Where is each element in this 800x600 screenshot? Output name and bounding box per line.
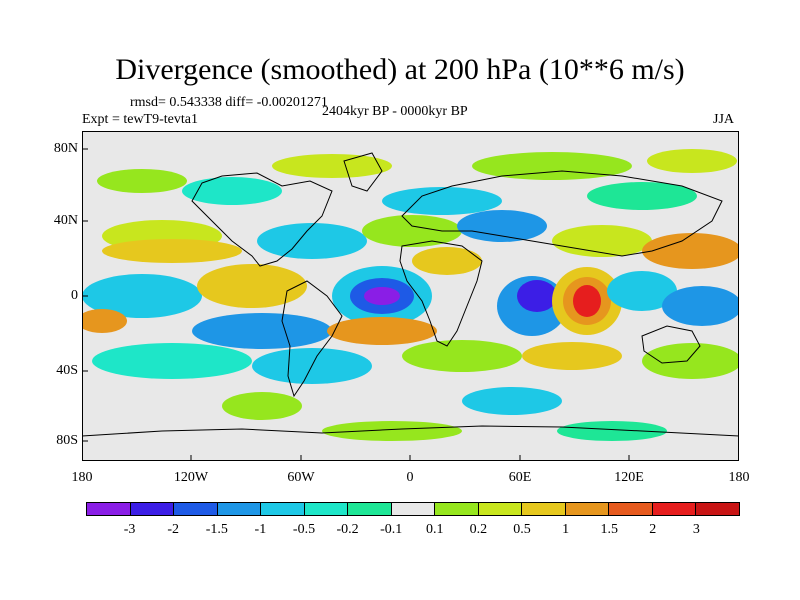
colorbar-label: -0.1 bbox=[380, 522, 403, 537]
colorbar-swatch bbox=[217, 503, 262, 515]
field-region bbox=[197, 264, 307, 308]
map-title: Divergence (smoothed) at 200 hPa (10**6 … bbox=[115, 53, 685, 86]
colorbar-swatch bbox=[696, 503, 739, 515]
field-region bbox=[522, 342, 622, 370]
field-region bbox=[647, 149, 737, 173]
field-region bbox=[82, 274, 202, 318]
coastline-north-america bbox=[191, 172, 333, 267]
field-region bbox=[257, 223, 367, 259]
colorbar-label: 0.5 bbox=[513, 522, 531, 537]
lat-label: 0 bbox=[71, 288, 78, 303]
field-region bbox=[642, 233, 742, 269]
colorbar-swatch bbox=[435, 503, 479, 515]
lon-label: 180 bbox=[71, 470, 93, 485]
field-region bbox=[462, 387, 562, 415]
colorbar-label: 0.1 bbox=[426, 522, 444, 537]
colorbar-swatch bbox=[609, 503, 653, 515]
colorbar-swatch bbox=[652, 503, 697, 515]
colorbar-swatch bbox=[130, 503, 175, 515]
colorbar-swatch bbox=[304, 503, 349, 515]
field-region bbox=[222, 392, 302, 420]
colorbar-label: 2 bbox=[649, 522, 657, 537]
colorbar-swatch bbox=[87, 503, 131, 515]
lat-label: 40N bbox=[53, 213, 78, 228]
lon-label: 180 bbox=[728, 470, 750, 485]
lon-label: 60W bbox=[287, 470, 315, 485]
field-region bbox=[642, 343, 742, 379]
colorbar-label: 3 bbox=[692, 522, 700, 537]
field-region bbox=[587, 182, 697, 210]
colorbar-label: -3 bbox=[123, 522, 136, 537]
lat-label: 40S bbox=[56, 363, 78, 378]
field-region bbox=[573, 285, 601, 317]
colorbar-label: 1 bbox=[562, 522, 570, 537]
field-region bbox=[557, 421, 667, 441]
coastline-eurasia bbox=[401, 170, 723, 257]
colorbar-swatch bbox=[565, 503, 610, 515]
coastline-south-america bbox=[281, 280, 343, 398]
field-region bbox=[92, 343, 252, 379]
map-canvas bbox=[77, 131, 742, 461]
lon-label: 60E bbox=[508, 470, 532, 485]
coastline-greenland bbox=[343, 152, 383, 192]
colorbar-label: 1.5 bbox=[600, 522, 618, 537]
coastline-australia bbox=[641, 325, 701, 364]
coastline-africa bbox=[399, 240, 483, 347]
field-region bbox=[327, 317, 437, 345]
colorbar-label: -2 bbox=[167, 522, 180, 537]
colorbar-label: -1.5 bbox=[205, 522, 228, 537]
colorbar-swatch bbox=[478, 503, 523, 515]
field-region bbox=[182, 177, 282, 205]
field-region bbox=[102, 239, 242, 263]
season-label: JJA bbox=[713, 112, 735, 127]
field-region bbox=[412, 247, 482, 275]
lon-label: 120E bbox=[614, 470, 644, 485]
colorbar-label: -0.2 bbox=[336, 522, 359, 537]
colorbar-label: 0.2 bbox=[469, 522, 488, 537]
field-region bbox=[517, 280, 557, 312]
field-region bbox=[457, 210, 547, 242]
colorbar-label: -0.5 bbox=[292, 522, 316, 537]
experiment-label: Expt = tewT9-tevta1 bbox=[82, 112, 198, 127]
colorbar-swatch bbox=[174, 503, 218, 515]
colorbar-swatch bbox=[391, 503, 436, 515]
lat-label: 80N bbox=[53, 141, 78, 156]
lat-label: 80S bbox=[56, 433, 78, 448]
lon-label: 0 bbox=[406, 470, 414, 485]
field-region bbox=[97, 169, 187, 193]
divergence-map bbox=[77, 131, 742, 461]
field-region bbox=[607, 271, 677, 311]
field-region bbox=[192, 313, 332, 349]
map-ticks bbox=[82, 148, 630, 461]
colorbar-swatch bbox=[261, 503, 305, 515]
field-region bbox=[322, 421, 462, 441]
rmsd-diff-text: rmsd= 0.543338 diff= -0.00201271 bbox=[130, 95, 328, 110]
coastline-antarctica bbox=[81, 425, 740, 437]
field-region bbox=[272, 154, 392, 178]
colorbar bbox=[86, 502, 740, 516]
field-region bbox=[662, 286, 742, 326]
colorbar-swatch bbox=[522, 503, 566, 515]
field-region bbox=[77, 309, 127, 333]
field-region bbox=[472, 152, 632, 180]
field-region bbox=[382, 187, 502, 215]
colorbar-swatch bbox=[348, 503, 392, 515]
field-region bbox=[402, 340, 522, 372]
period-label: 2404kyr BP - 0000kyr BP bbox=[322, 104, 468, 119]
field-region bbox=[362, 215, 462, 247]
field-region bbox=[364, 287, 400, 305]
coastlines bbox=[81, 152, 740, 437]
colorbar-label: -1 bbox=[254, 522, 267, 537]
lon-label: 120W bbox=[173, 470, 209, 485]
